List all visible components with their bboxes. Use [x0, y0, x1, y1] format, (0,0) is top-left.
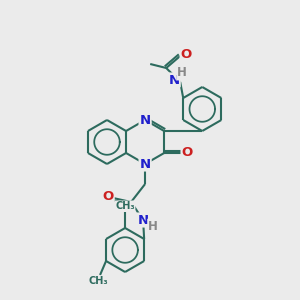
Text: O: O	[182, 146, 193, 160]
Text: H: H	[148, 220, 158, 232]
Text: O: O	[181, 47, 192, 61]
Text: CH₃: CH₃	[88, 276, 108, 286]
Text: N: N	[140, 113, 151, 127]
Text: O: O	[103, 190, 114, 203]
Text: H: H	[177, 67, 187, 80]
Text: CH₃: CH₃	[115, 201, 135, 211]
Text: N: N	[137, 214, 149, 226]
Text: N: N	[169, 74, 180, 86]
Text: N: N	[140, 158, 151, 170]
